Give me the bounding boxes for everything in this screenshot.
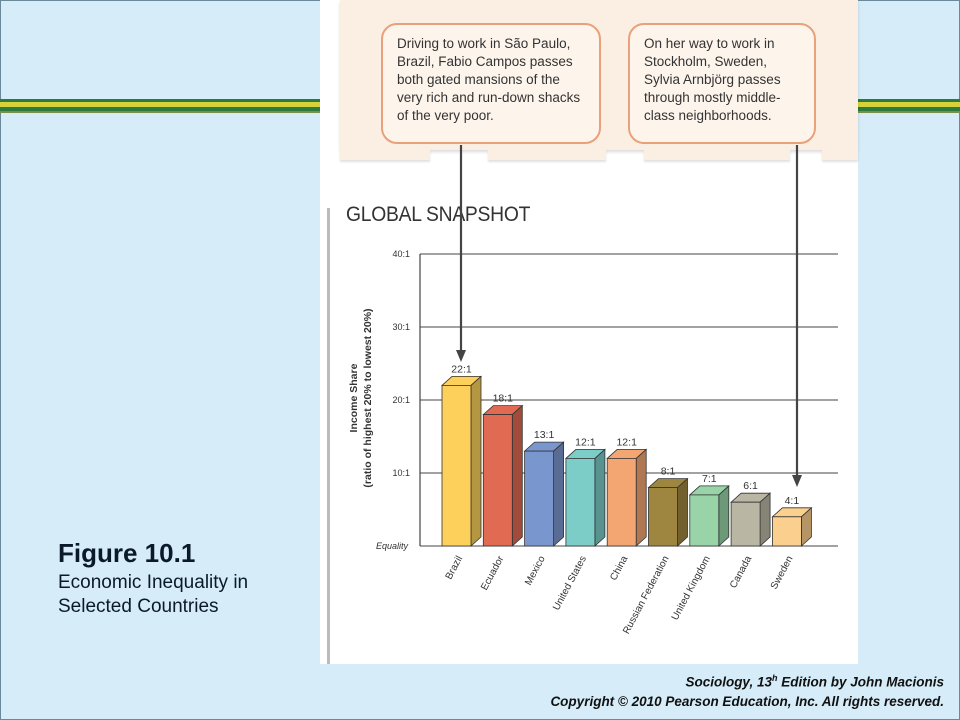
section-divider xyxy=(327,208,330,664)
y-tick-label: Equality xyxy=(376,541,409,551)
category-label: Brazil xyxy=(444,554,465,581)
callout-brazil: Driving to work in São Paulo, Brazil, Fa… xyxy=(381,23,601,144)
bar xyxy=(482,414,513,547)
bar-value-label: 13:1 xyxy=(534,429,555,441)
bar-value-label: 12:1 xyxy=(575,436,596,448)
bar xyxy=(772,516,802,547)
bar-side xyxy=(594,448,606,547)
bar-value-label: 7:1 xyxy=(702,473,717,485)
category-label: Sweden xyxy=(769,554,796,591)
pointer-arrowhead xyxy=(456,350,466,362)
y-tick-label: 40:1 xyxy=(392,249,410,259)
edition-word: Edition xyxy=(777,674,827,690)
bar-side xyxy=(718,485,730,547)
callout-sweden: On her way to work in Stockholm, Sweden,… xyxy=(628,23,816,144)
bar-side xyxy=(553,441,564,547)
bar-value-label: 8:1 xyxy=(661,466,676,478)
figure-label: Figure 10.1 xyxy=(58,538,196,568)
bar-value-label: 4:1 xyxy=(785,495,800,507)
band-tab xyxy=(822,150,858,160)
bar xyxy=(441,384,472,547)
bar-side xyxy=(511,404,523,547)
chart-title: GLOBAL SNAPSHOT xyxy=(346,203,531,226)
band-tab xyxy=(644,150,790,160)
bar xyxy=(565,457,596,547)
bar-side xyxy=(635,448,647,547)
category-label: Russian Federation xyxy=(621,554,671,636)
bar-value-label: 18:1 xyxy=(493,393,514,405)
bar-side xyxy=(759,492,771,547)
book-title: Sociology, 13 xyxy=(685,674,772,690)
y-axis-label: (ratio of highest 20% to lowest 20%) xyxy=(362,308,374,487)
y-tick-label: 30:1 xyxy=(392,322,410,332)
y-tick-label: 20:1 xyxy=(392,395,410,405)
category-label: United Kingdom xyxy=(670,554,713,622)
bar xyxy=(730,501,761,547)
author: by John Macionis xyxy=(826,674,944,690)
copyright-credit: Sociology, 13h Edition by John Macionis … xyxy=(550,669,944,711)
bar-value-label: 12:1 xyxy=(616,436,637,448)
figure-description: Economic Inequality in Selected Countrie… xyxy=(58,572,249,617)
band-tab xyxy=(340,150,430,160)
pointer-arrowhead xyxy=(792,475,802,487)
category-label: China xyxy=(608,554,630,583)
bar-value-label: 6:1 xyxy=(743,480,758,492)
band-tab xyxy=(488,150,606,160)
category-label: Ecuador xyxy=(479,554,507,593)
bar xyxy=(524,450,554,547)
category-label: United States xyxy=(551,554,589,612)
y-tick-label: 10:1 xyxy=(392,468,410,478)
category-label: Mexico xyxy=(523,554,548,588)
bar-value-label: 22:1 xyxy=(451,363,472,375)
y-axis-label: Income Share xyxy=(348,363,360,432)
edition-sup: h xyxy=(771,673,778,683)
bar-side xyxy=(470,375,482,547)
bar-side xyxy=(677,477,688,547)
figure-caption: Figure 10.1 Economic Inequality in Selec… xyxy=(58,538,308,619)
copyright-line: Copyright © 2010 Pearson Education, Inc.… xyxy=(550,693,944,709)
category-label: Canada xyxy=(728,554,754,590)
bar xyxy=(689,494,720,547)
bar xyxy=(648,487,678,547)
bar xyxy=(606,457,637,547)
